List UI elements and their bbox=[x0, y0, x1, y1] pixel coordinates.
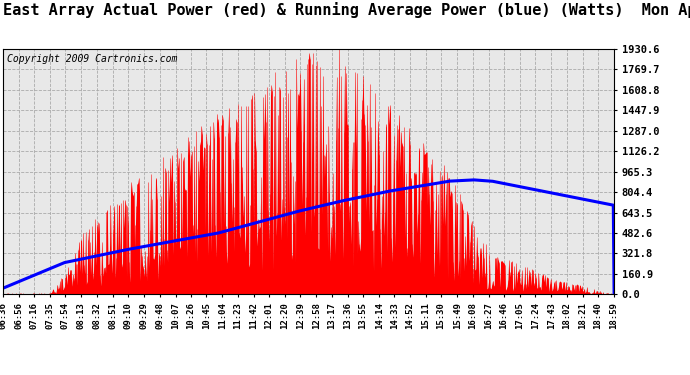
Text: Copyright 2009 Cartronics.com: Copyright 2009 Cartronics.com bbox=[6, 54, 177, 64]
Text: East Array Actual Power (red) & Running Average Power (blue) (Watts)  Mon Apr 6 : East Array Actual Power (red) & Running … bbox=[3, 2, 690, 18]
